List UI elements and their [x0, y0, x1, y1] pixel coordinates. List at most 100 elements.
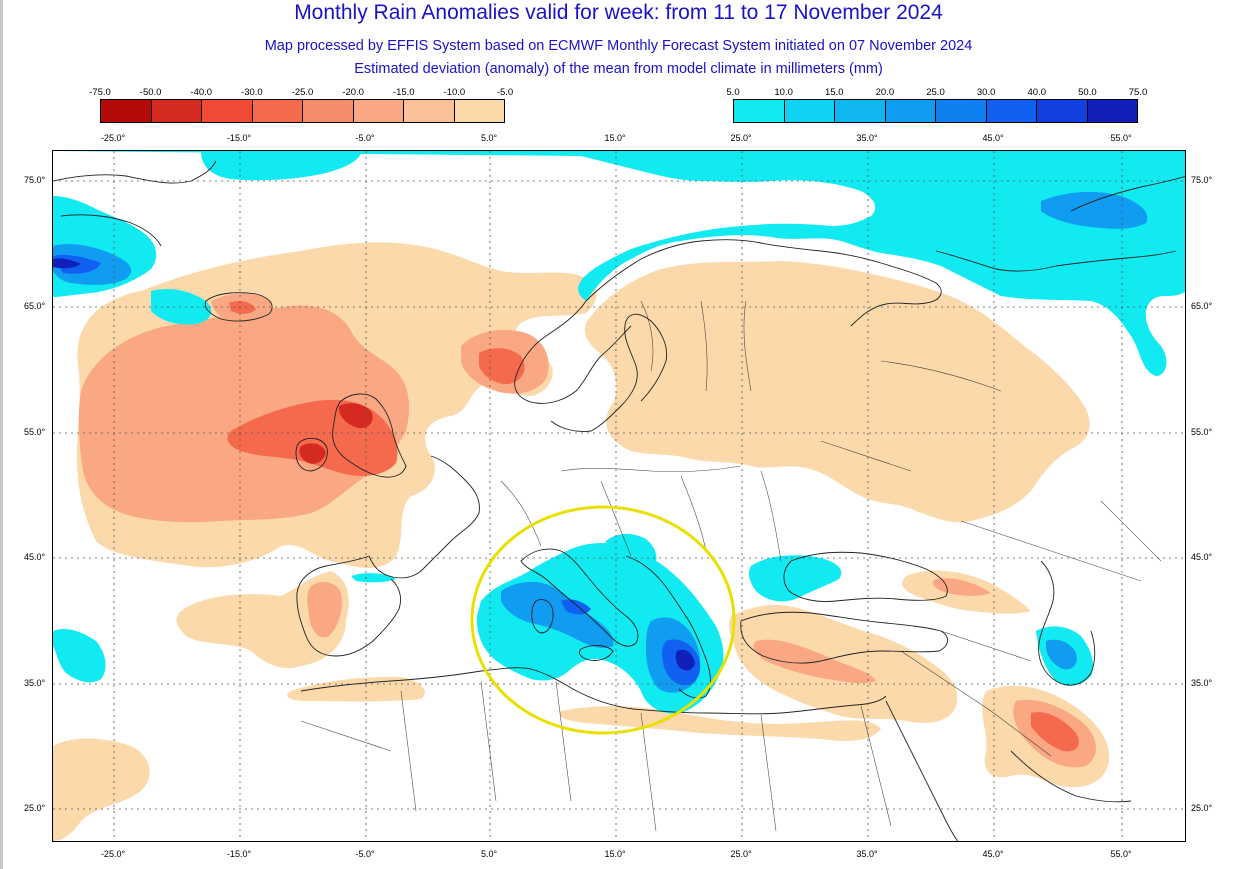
top-lon-label: -15.0° [226, 133, 252, 143]
bottom-lon-label: 15.0° [604, 849, 626, 859]
dry-strong-norway [479, 348, 525, 385]
coastline-red-sea-gulf [885, 700, 1132, 841]
legend-swatch [101, 100, 152, 122]
wet-area-black-sea-west [748, 555, 842, 602]
coastline-uk [332, 393, 407, 478]
legend-tick-label: -10.0 [443, 87, 466, 98]
wet-medium-tyrrhenian [501, 581, 614, 649]
map-subtitle-units: Estimated deviation (anomaly) of the mea… [354, 61, 883, 77]
coastline-baltic [550, 313, 668, 432]
legend-negative-anomaly: -75.0 -50.0 -40.0 -30.0 -25.0 -20.0 -15.0 -10.0… [89, 87, 513, 123]
legend-swatch [885, 100, 936, 122]
left-lat-label: 55.0° [24, 427, 46, 437]
legend-tick-label: 75.0 [1128, 87, 1148, 98]
coastline-iceland [204, 292, 273, 322]
legend-swatch [353, 100, 404, 122]
dry-strong-iceland [229, 301, 256, 314]
bottom-lon-label: -15.0° [226, 849, 252, 859]
legend-swatch [454, 100, 504, 122]
coastline-caspian [1038, 560, 1096, 686]
legend-tick-label: 20.0 [875, 87, 895, 98]
coastline-norway [514, 300, 632, 404]
left-lat-label: 25.0° [24, 803, 46, 813]
coastline-ireland [295, 437, 328, 472]
window-edge [0, 0, 3, 869]
legend-swatch [202, 100, 253, 122]
dry-area-north-africa [287, 676, 425, 702]
anomaly-map[interactable] [53, 151, 1186, 842]
map-panel[interactable] [52, 150, 1186, 842]
right-lat-label: 35.0° [1191, 678, 1213, 688]
wet-area-atlantic-west [53, 629, 106, 683]
wet-medium-caspian [1046, 639, 1077, 670]
left-lat-label: 75.0° [24, 175, 46, 185]
dry-area-scandinavia-russia [584, 261, 1090, 523]
coastline-turkey [740, 611, 948, 664]
legend-swatch [784, 100, 835, 122]
map-title: Monthly Rain Anomalies valid for week: f… [294, 1, 943, 24]
wet-area-svalbard [201, 151, 361, 181]
legend-swatch [1037, 100, 1088, 122]
legend-tick-label: 15.0 [825, 87, 844, 98]
legend-tick-label: 25.0 [926, 87, 945, 98]
dry-area-iberia [176, 571, 349, 669]
dry-area-canary [53, 738, 150, 841]
top-lon-label: -25.0° [100, 133, 126, 143]
highlight-circle [470, 505, 736, 735]
coastline-sardinia [531, 599, 554, 634]
coastline-scandinavia [585, 239, 942, 327]
wet-area-adriatic-balkan [605, 533, 657, 571]
coastline-sicily [578, 645, 614, 662]
wet-area-arctic [53, 151, 1185, 376]
bottom-lon-label: 55.0° [1110, 849, 1132, 859]
legend-swatch [986, 100, 1037, 122]
legend-wet-colorbar [733, 99, 1138, 123]
legend-dry-colorbar [100, 99, 505, 123]
bottom-lon-label: 25.0° [730, 849, 752, 859]
bottom-lon-label: -25.0° [100, 849, 126, 859]
graticule-grid [53, 151, 1185, 841]
map-subtitle-processing: Map processed by EFFIS System based on E… [264, 38, 973, 54]
legend-tick-label: -15.0 [392, 87, 415, 98]
top-lon-label: 35.0° [856, 133, 878, 143]
dry-extreme-ireland [299, 443, 326, 464]
right-lat-label: 25.0° [1191, 803, 1213, 813]
legend-tick-label: -30.0 [241, 87, 263, 98]
bottom-lon-label: -5.0° [355, 849, 375, 859]
top-lon-label: 25.0° [730, 133, 752, 143]
legend-swatch [151, 100, 202, 122]
wet-extreme-ionian [675, 649, 695, 671]
dry-medium-iberia [307, 581, 342, 638]
coastline-greenland [53, 160, 217, 247]
dry-strong-iran [1031, 712, 1079, 752]
legend-swatch [936, 100, 987, 122]
dry-anomaly-layer [53, 242, 1110, 841]
legend-tick-label: 5.0 [726, 87, 740, 98]
legend-tick-label: 50.0 [1078, 87, 1097, 98]
legend-tick-label: -75.0 [89, 87, 111, 98]
legend-tick-label: -5.0 [496, 87, 514, 98]
legend-wet-ticks: 5.0 10.0 15.0 20.0 25.0 30.0 40.0 50.0 75.0 [726, 87, 1147, 99]
right-lat-label: 75.0° [1191, 175, 1213, 185]
coastline-western-europe [368, 455, 480, 579]
legend-tick-label: -40.0 [190, 87, 213, 98]
legend-tick-label: 10.0 [774, 87, 793, 98]
border-lines-middle-east [900, 500, 1162, 757]
left-lat-label: 65.0° [24, 301, 46, 311]
legend-swatch [252, 100, 303, 122]
wet-medium-barents [1041, 191, 1148, 229]
top-lon-label: 45.0° [982, 133, 1004, 143]
bottom-lon-label: 35.0° [856, 849, 878, 859]
wet-extreme-greenland [53, 258, 81, 269]
bottom-lon-label: 45.0° [982, 849, 1004, 859]
left-lat-label: 35.0° [24, 678, 46, 688]
legend-tick-label: -25.0 [291, 87, 314, 98]
legend-swatch [1087, 100, 1137, 122]
legend-swatch [734, 100, 785, 122]
legend-swatch [303, 100, 354, 122]
top-lon-label: -5.0° [355, 133, 375, 143]
left-lat-label: 45.0° [24, 552, 46, 562]
legend-dry-ticks: -75.0 -50.0 -40.0 -30.0 -25.0 -20.0 -15.0 -10.0… [89, 87, 513, 99]
coastline-north-africa [300, 667, 887, 715]
bottom-lon-label: 5.0° [480, 849, 498, 859]
